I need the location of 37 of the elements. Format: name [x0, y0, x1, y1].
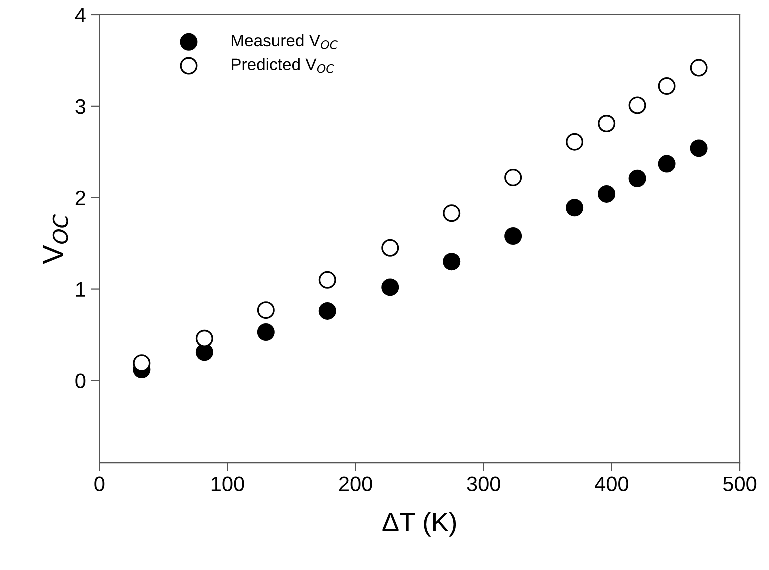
x-tick-label: 200: [339, 476, 372, 492]
point: [257, 324, 275, 342]
x-tick-label: 400: [595, 476, 629, 492]
x-tick-label: 500: [723, 476, 757, 492]
x-tick-label: 100: [212, 476, 244, 492]
legend-label: Predicted V$_{OC}$: [232, 58, 334, 74]
point: [628, 96, 646, 114]
x-tick-label: 0: [94, 476, 105, 492]
point: [598, 115, 616, 133]
point: [318, 271, 336, 289]
point: [257, 302, 275, 320]
y-tick-label: 2: [76, 190, 86, 206]
point: [598, 185, 616, 203]
y-tick-label: 3: [76, 99, 86, 114]
y-tick-label: 1: [76, 282, 86, 297]
point: [196, 330, 214, 348]
point: [566, 199, 584, 217]
y-axis-title: V$_{OC}$: [43, 214, 68, 264]
x-axis-title: ΔT (K): [382, 512, 456, 537]
point: [133, 354, 151, 372]
point: [443, 253, 461, 271]
point: [566, 133, 584, 151]
point: [504, 228, 522, 246]
point: [382, 278, 400, 296]
point: [658, 155, 676, 173]
point: [504, 168, 522, 186]
point: [443, 204, 461, 222]
point: [690, 59, 708, 77]
point: [382, 239, 400, 257]
point: [318, 302, 336, 320]
point: [658, 78, 676, 96]
y-tick-label: 0: [76, 374, 86, 388]
legend-label: Measured V$_{OC}$: [232, 34, 338, 50]
x-tick-label: 300: [467, 476, 500, 492]
y-tick-label: 4: [75, 8, 86, 23]
point: [628, 170, 646, 188]
point: [690, 140, 708, 158]
